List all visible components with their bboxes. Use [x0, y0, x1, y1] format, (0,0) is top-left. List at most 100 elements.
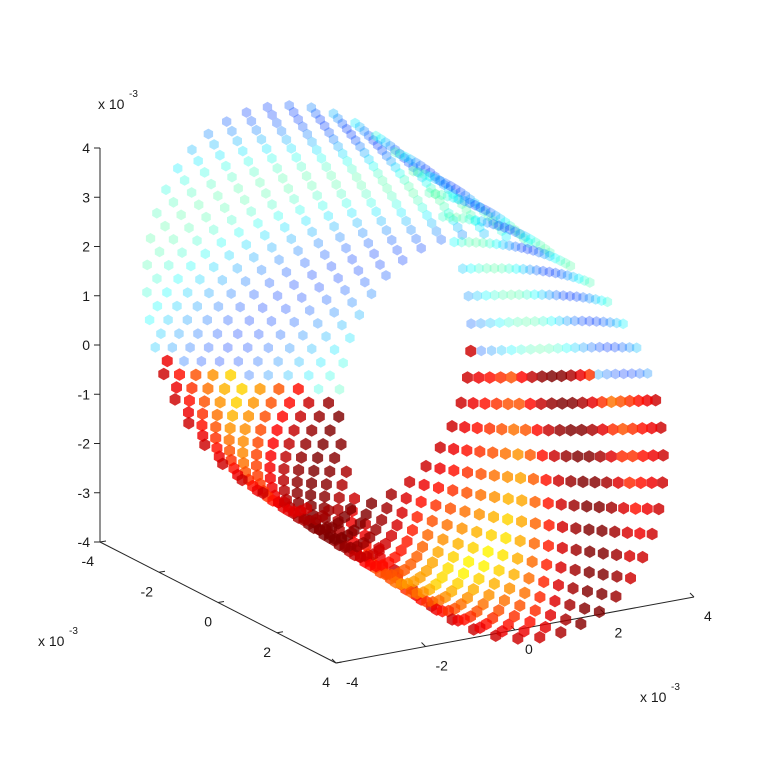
scatter-point: [448, 192, 458, 203]
scatter-point: [179, 175, 190, 186]
scatter-point: [501, 230, 511, 242]
scatter-point: [231, 396, 242, 409]
scatter-point: [560, 613, 572, 626]
scatter-point: [220, 202, 230, 214]
scatter-point: [399, 152, 409, 164]
scatter-point: [144, 314, 155, 326]
scatter-point: [248, 396, 259, 410]
scatter-point: [550, 267, 561, 279]
scatter-point: [618, 501, 630, 515]
z-tick-label: 2: [82, 239, 90, 255]
scatter-point: [449, 236, 459, 248]
scatter-point: [244, 369, 254, 381]
scatter-point: [478, 559, 490, 573]
y-tick-label: 2: [263, 644, 271, 660]
scatter-point: [635, 368, 645, 379]
scatter-point: [289, 316, 299, 328]
scatter-point: [317, 438, 329, 451]
scatter-point: [612, 317, 622, 329]
scatter-point: [553, 474, 564, 487]
scatter-point: [396, 207, 406, 218]
scatter-point: [560, 449, 572, 463]
z-tick-label: -1: [78, 386, 91, 402]
y-tick-mark: [217, 601, 225, 603]
scatter-point: [446, 420, 458, 433]
scatter-point: [382, 182, 392, 194]
scatter-point: [526, 370, 538, 384]
scatter-point: [278, 462, 290, 476]
scatter-point: [336, 188, 346, 200]
scatter-point: [437, 533, 449, 546]
scatter-point: [627, 449, 639, 463]
scatter-point: [298, 330, 308, 341]
scatter-point: [164, 259, 174, 271]
scatter-point: [236, 382, 248, 396]
scatter-point: [214, 395, 226, 409]
scatter-point: [538, 265, 548, 277]
scatter-point: [470, 214, 481, 226]
scatter-point: [493, 564, 505, 577]
scatter-point: [213, 190, 223, 202]
y-tick-label: 0: [204, 614, 212, 630]
scatter-point: [367, 548, 379, 561]
scatter-point: [301, 170, 312, 182]
scatter-point: [447, 550, 459, 564]
scatter-point: [452, 537, 464, 551]
scatter-point: [283, 183, 293, 194]
scatter-point: [273, 210, 283, 222]
scatter-point: [539, 248, 550, 260]
scatter-point: [506, 344, 517, 356]
scatter-point: [515, 471, 526, 485]
scatter-point: [610, 341, 620, 353]
scatter-point: [430, 171, 440, 182]
scatter-point: [176, 209, 186, 221]
scatter-point: [522, 243, 533, 255]
scatter-point: [482, 262, 492, 274]
scatter-point: [544, 289, 554, 301]
scatter-point: [307, 226, 317, 238]
scatter-point: [495, 213, 506, 225]
scatter-point: [491, 238, 502, 250]
scatter-point: [619, 368, 629, 380]
scatter-point: [465, 193, 475, 205]
scatter-point: [202, 314, 212, 326]
scatter-point: [607, 423, 619, 436]
scatter-point: [475, 202, 486, 213]
scatter-point: [213, 301, 224, 312]
scatter-point: [553, 342, 563, 354]
scatter-point: [473, 371, 485, 384]
scatter-point: [355, 121, 365, 133]
scatter-point: [581, 500, 593, 513]
scatter-point: [511, 263, 521, 275]
scatter-point: [540, 473, 552, 487]
scatter-point: [497, 263, 507, 274]
scatter-point: [281, 134, 292, 146]
scatter-point: [297, 292, 307, 303]
scatter-point: [624, 342, 635, 353]
scatter-point: [488, 577, 500, 590]
scatter-point: [363, 237, 373, 249]
x-multiplier-exponent: -3: [671, 682, 680, 693]
scatter-point: [509, 224, 520, 236]
scatter-point: [173, 163, 183, 174]
scatter-point: [576, 423, 587, 437]
scatter-point: [549, 594, 561, 608]
scatter-point: [454, 193, 464, 205]
scatter-point: [145, 233, 156, 244]
scatter-point: [294, 356, 304, 368]
scatter-point: [366, 288, 377, 300]
scatter-point: [243, 409, 254, 423]
scatter-point: [360, 276, 370, 288]
scatter-point: [474, 445, 486, 458]
scatter-point: [401, 151, 411, 163]
scatter-point: [306, 102, 316, 114]
scatter-point: [578, 292, 588, 303]
scatter-point: [609, 525, 621, 539]
scatter-point: [329, 306, 339, 318]
scatter-point: [264, 461, 276, 474]
scatter-point: [291, 475, 303, 489]
scatter-point: [260, 229, 270, 241]
scatter-point: [240, 194, 250, 206]
scatter-point: [435, 175, 446, 187]
scatter-point: [475, 467, 487, 481]
